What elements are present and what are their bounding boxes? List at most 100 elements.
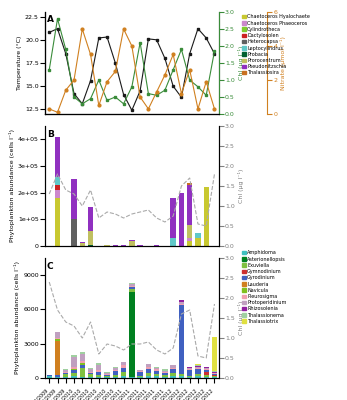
Bar: [212, 372, 217, 373]
Bar: [113, 377, 118, 378]
Bar: [104, 374, 110, 375]
Bar: [137, 371, 143, 372]
Bar: [104, 375, 110, 376]
Bar: [137, 370, 143, 371]
Bar: [88, 372, 93, 373]
Bar: [146, 366, 151, 369]
Bar: [113, 374, 118, 377]
Bar: [154, 376, 159, 378]
Bar: [212, 374, 217, 375]
Bar: [170, 238, 176, 246]
Bar: [195, 233, 201, 238]
Bar: [212, 338, 217, 370]
Bar: [187, 225, 192, 238]
Bar: [162, 372, 168, 373]
Bar: [154, 374, 159, 376]
Text: C: C: [47, 262, 53, 271]
Bar: [79, 361, 85, 363]
Bar: [179, 193, 184, 246]
Bar: [195, 366, 201, 367]
Bar: [170, 198, 176, 238]
Bar: [129, 282, 135, 284]
Y-axis label: Phytoplankton abundance (cells l⁻¹): Phytoplankton abundance (cells l⁻¹): [15, 262, 20, 374]
Bar: [187, 370, 192, 376]
Bar: [71, 369, 77, 370]
Bar: [71, 376, 77, 378]
Bar: [121, 368, 126, 372]
Bar: [79, 368, 85, 377]
Bar: [137, 377, 143, 378]
Bar: [170, 376, 176, 378]
Bar: [154, 368, 159, 370]
Bar: [88, 373, 93, 374]
Bar: [79, 354, 85, 361]
Bar: [129, 290, 135, 292]
Bar: [129, 284, 135, 286]
Bar: [79, 352, 85, 354]
Bar: [204, 370, 209, 372]
Bar: [204, 374, 209, 377]
Bar: [204, 368, 209, 369]
Bar: [79, 363, 85, 366]
Bar: [55, 190, 60, 198]
Bar: [55, 198, 60, 246]
Bar: [129, 287, 135, 290]
Bar: [96, 374, 101, 377]
Bar: [187, 377, 192, 378]
Bar: [137, 372, 143, 376]
Bar: [187, 367, 192, 368]
Bar: [55, 339, 60, 342]
Bar: [113, 371, 118, 374]
Y-axis label: Chl (μg l⁻¹): Chl (μg l⁻¹): [237, 46, 244, 80]
Bar: [55, 342, 60, 374]
Bar: [71, 374, 77, 376]
Bar: [146, 376, 151, 378]
Bar: [204, 366, 209, 368]
Bar: [79, 243, 85, 246]
Bar: [204, 377, 209, 378]
Bar: [79, 377, 85, 378]
Bar: [129, 292, 135, 378]
Bar: [104, 245, 110, 246]
Bar: [46, 376, 52, 378]
Bar: [63, 370, 68, 372]
Bar: [113, 368, 118, 370]
Bar: [162, 370, 168, 372]
Bar: [121, 245, 126, 246]
Bar: [212, 373, 217, 374]
Bar: [96, 377, 101, 378]
Bar: [88, 231, 93, 245]
Bar: [113, 370, 118, 371]
Y-axis label: Chl (μg l⁻¹): Chl (μg l⁻¹): [237, 169, 244, 203]
Bar: [129, 241, 135, 246]
Bar: [179, 302, 184, 304]
Bar: [146, 374, 151, 376]
Bar: [195, 368, 201, 370]
Bar: [88, 245, 93, 246]
Bar: [104, 372, 110, 373]
Bar: [162, 377, 168, 378]
Bar: [187, 185, 192, 225]
Bar: [96, 372, 101, 374]
Bar: [170, 368, 176, 369]
Text: A: A: [47, 15, 54, 24]
Bar: [55, 374, 60, 377]
Bar: [154, 370, 159, 374]
Bar: [71, 358, 77, 366]
Bar: [195, 364, 201, 366]
Bar: [55, 177, 60, 185]
Bar: [195, 376, 201, 378]
Bar: [170, 366, 176, 368]
Bar: [88, 368, 93, 370]
Bar: [154, 367, 159, 368]
Text: B: B: [47, 130, 54, 139]
Bar: [179, 376, 184, 378]
Bar: [63, 373, 68, 374]
Bar: [121, 366, 126, 368]
Bar: [187, 238, 192, 241]
Bar: [204, 187, 209, 246]
Bar: [137, 376, 143, 377]
Bar: [195, 367, 201, 368]
Bar: [88, 370, 93, 372]
Bar: [187, 241, 192, 246]
